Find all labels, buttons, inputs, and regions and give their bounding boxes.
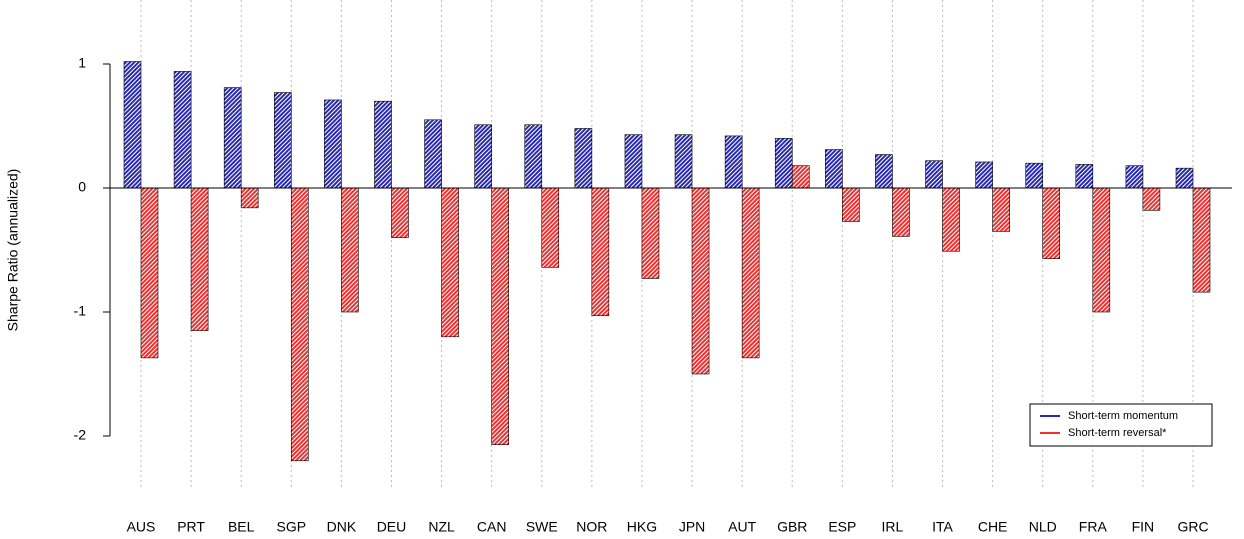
bar xyxy=(1125,165,1144,189)
bar xyxy=(1042,187,1061,259)
bar xyxy=(875,154,893,189)
bar xyxy=(441,187,459,338)
bar xyxy=(724,135,743,189)
bar xyxy=(1075,164,1094,189)
bar xyxy=(491,187,509,445)
bar xyxy=(524,124,543,189)
bar xyxy=(424,119,442,189)
bar xyxy=(290,187,309,462)
bar xyxy=(190,187,209,331)
bar xyxy=(273,92,292,189)
x-tick-label: ESP xyxy=(828,519,856,535)
legend-label: Short-term reversal* xyxy=(1068,427,1167,439)
x-tick-label: HKG xyxy=(627,519,657,535)
bar xyxy=(1175,167,1194,189)
bar xyxy=(825,149,843,189)
bar xyxy=(842,187,860,222)
x-tick-label: CHE xyxy=(978,519,1008,535)
bar xyxy=(123,61,142,189)
x-tick-label: FRA xyxy=(1079,519,1108,535)
bar xyxy=(892,187,910,237)
x-tick-label: PRT xyxy=(177,519,205,535)
bar xyxy=(173,71,192,189)
bar xyxy=(641,187,660,279)
bar xyxy=(975,161,993,189)
bar xyxy=(942,187,960,252)
bar xyxy=(992,187,1010,232)
bar xyxy=(591,187,610,317)
bar xyxy=(1192,187,1211,293)
bar xyxy=(240,187,259,209)
x-tick-label: IRL xyxy=(882,519,904,535)
y-tick-label: -1 xyxy=(74,303,87,319)
bar xyxy=(324,99,342,189)
x-tick-label: GBR xyxy=(777,519,807,535)
y-axis-label: Sharpe Ratio (annualized) xyxy=(5,169,21,332)
bar xyxy=(624,134,643,189)
bar xyxy=(541,187,560,268)
legend-box xyxy=(1029,403,1213,447)
legend-label: Short-term momentum xyxy=(1068,410,1178,422)
bar xyxy=(474,124,492,189)
x-tick-label: AUS xyxy=(127,519,156,535)
bar xyxy=(1142,187,1161,211)
x-tick-label: JPN xyxy=(679,519,705,535)
x-tick-label: GRC xyxy=(1177,519,1208,535)
bar xyxy=(791,165,810,189)
x-tick-label: BEL xyxy=(228,519,255,535)
x-tick-label: NLD xyxy=(1029,519,1057,535)
bar xyxy=(374,100,392,189)
y-tick-label: -2 xyxy=(74,427,87,443)
x-tick-label: ITA xyxy=(932,519,953,535)
bar xyxy=(341,187,359,313)
bar xyxy=(774,138,793,189)
y-tick-label: 1 xyxy=(78,55,86,71)
x-tick-label: DNK xyxy=(327,519,357,535)
bar xyxy=(140,187,159,359)
x-tick-label: DEU xyxy=(377,519,407,535)
bar xyxy=(574,128,593,189)
bar xyxy=(691,187,710,375)
y-tick-label: 0 xyxy=(78,179,86,195)
x-tick-label: FIN xyxy=(1132,519,1155,535)
bar xyxy=(674,134,693,189)
x-tick-label: SWE xyxy=(526,519,558,535)
bar xyxy=(391,187,409,238)
bar xyxy=(925,160,943,189)
bar xyxy=(1092,187,1111,313)
x-tick-label: SGP xyxy=(276,519,306,535)
x-tick-label: AUT xyxy=(728,519,756,535)
x-tick-label: CAN xyxy=(477,519,507,535)
bar xyxy=(223,87,242,189)
x-tick-label: NOR xyxy=(576,519,607,535)
bar xyxy=(1025,162,1044,189)
x-tick-label: NZL xyxy=(428,519,455,535)
bar xyxy=(741,187,760,359)
